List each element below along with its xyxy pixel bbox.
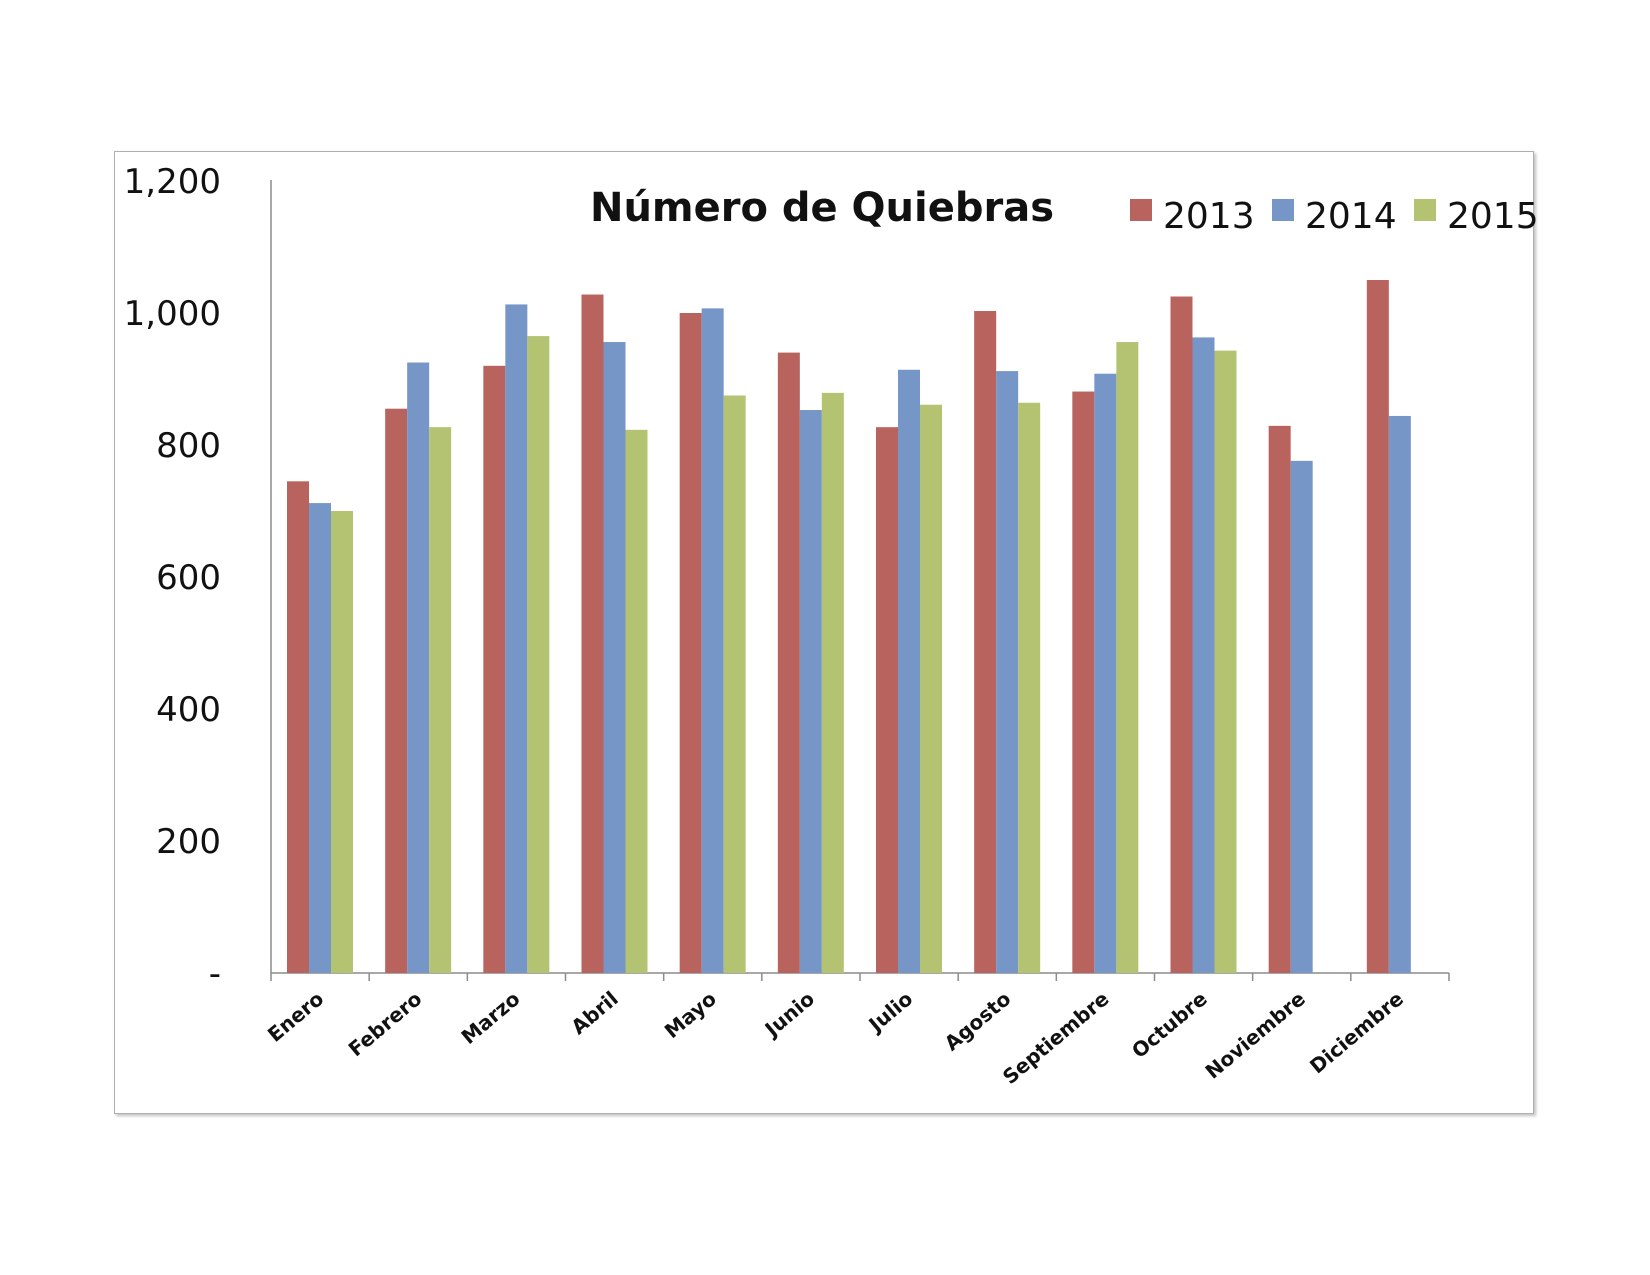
chart-title: Número de Quiebras [590,185,1054,231]
bar-2015-febrero [429,427,452,973]
bar-2013-abril [581,294,604,973]
x-tick-label-septiembre: Septiembre [998,986,1114,1088]
bar-2013-junio [777,352,800,974]
bar-2014-mayo [701,308,724,973]
bar-2014-febrero [407,362,430,973]
bar-2014-julio [898,369,920,973]
y-tick-label: 400 [156,690,221,730]
x-tick-label-octubre: Octubre [1127,986,1212,1062]
x-tick-label-agosto: Agosto [940,986,1016,1055]
bar-2013-octubre [1170,296,1193,973]
bar-2014-marzo [505,304,528,973]
y-tick-label: 600 [156,558,221,598]
bar-2015-septiembre [1116,342,1139,973]
x-tick-label-mayo: Mayo [660,986,721,1043]
bar-2013-julio [876,427,898,973]
y-tick-label: 1,000 [124,294,221,334]
legend-swatch-2014 [1272,199,1294,221]
bars [287,280,1411,974]
bar-2013-mayo [679,313,702,973]
bar-2015-octubre [1214,350,1237,973]
bar-2013-agosto [974,311,997,973]
x-tick-label-marzo: Marzo [457,986,525,1049]
x-axis-ticks: Enero Febrero Marzo Abril Mayo Junio Julio Agos… [263,986,1408,1088]
legend-swatch-2015 [1414,199,1436,221]
bar-2013-enero [287,481,309,973]
bar-2014-septiembre [1094,373,1117,974]
bar-2015-agosto [1018,402,1041,973]
bar-2013-noviembre [1268,425,1291,973]
y-tick-label: 1,200 [124,162,221,202]
x-tick-label-enero: Enero [263,986,328,1046]
legend-swatch-2013 [1130,199,1152,221]
legend-label-2015: 2015 [1447,196,1539,237]
legend: 2013 2014 2015 [1130,196,1539,237]
bar-2015-abril [625,429,648,973]
x-tick-label-julio: Julio [863,986,918,1037]
bar-2014-agosto [996,371,1019,974]
y-tick-label: 200 [156,822,221,862]
bar-2015-marzo [527,336,550,974]
x-tick-label-junio: Junio [759,986,819,1042]
y-tick-label: - [209,954,221,994]
bar-2013-diciembre [1366,280,1389,973]
y-axis-ticks: - 200 400 600 800 1,000 1,200 [124,162,221,994]
x-tick-label-diciembre: Diciembre [1305,986,1408,1078]
y-tick-label: 800 [156,426,221,466]
axes [270,180,1450,981]
bar-2013-marzo [483,365,506,973]
bar-2014-junio [799,410,822,973]
bar-2015-enero [331,511,353,973]
bar-2013-septiembre [1072,391,1095,973]
bar-2015-mayo [723,395,746,973]
bar-2014-octubre [1192,337,1215,973]
x-tick-label-febrero: Febrero [344,986,427,1061]
x-tick-label-abril: Abril [566,986,622,1039]
bar-2014-abril [603,342,626,973]
bar-2015-junio [821,392,844,973]
bar-2014-diciembre [1388,415,1411,974]
bar-2014-noviembre [1290,460,1313,974]
bar-2015-julio [920,404,942,973]
legend-label-2014: 2014 [1305,196,1397,237]
x-tick-label-noviembre: Noviembre [1201,986,1310,1083]
bar-2014-enero [309,503,331,973]
legend-label-2013: 2013 [1163,196,1255,237]
bar-2013-febrero [385,408,408,973]
